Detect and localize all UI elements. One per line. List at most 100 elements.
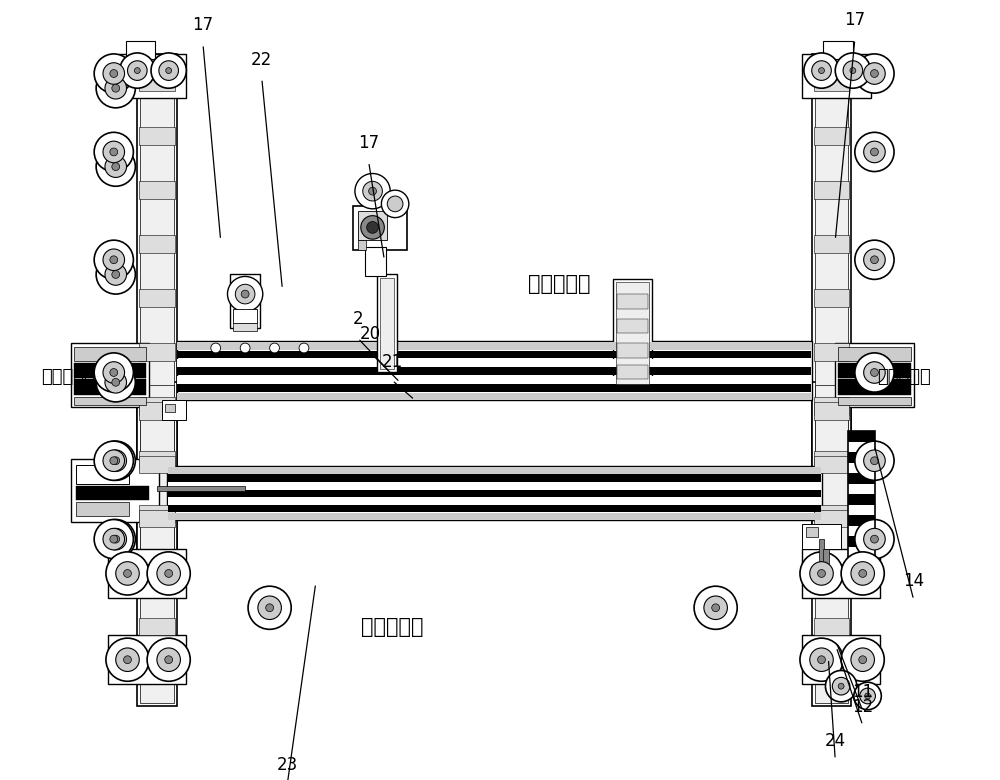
Bar: [139, 343, 175, 360]
Bar: [76, 502, 129, 516]
Circle shape: [871, 256, 878, 264]
Bar: [71, 343, 149, 407]
Bar: [118, 54, 186, 98]
Circle shape: [147, 638, 190, 681]
Bar: [74, 397, 146, 405]
Bar: [848, 431, 875, 441]
Text: 20: 20: [360, 325, 381, 343]
Circle shape: [859, 656, 867, 664]
Circle shape: [103, 528, 125, 550]
Circle shape: [810, 562, 833, 585]
Bar: [168, 490, 821, 497]
Circle shape: [367, 222, 378, 233]
Circle shape: [112, 163, 120, 171]
Bar: [230, 275, 260, 328]
Circle shape: [103, 62, 125, 84]
Bar: [167, 466, 822, 519]
Bar: [802, 549, 880, 598]
Bar: [802, 524, 841, 549]
Circle shape: [859, 569, 867, 577]
Circle shape: [124, 656, 131, 664]
Bar: [139, 236, 175, 253]
Bar: [177, 350, 811, 359]
Bar: [168, 498, 821, 505]
Bar: [74, 347, 146, 360]
Circle shape: [855, 54, 894, 93]
Circle shape: [116, 562, 139, 585]
Bar: [848, 547, 875, 558]
Bar: [823, 41, 853, 58]
Circle shape: [157, 648, 180, 672]
Circle shape: [363, 181, 382, 201]
Text: 14: 14: [903, 572, 924, 590]
Circle shape: [124, 569, 131, 577]
Circle shape: [810, 648, 833, 672]
Bar: [617, 343, 648, 358]
Bar: [848, 537, 875, 547]
Bar: [358, 211, 387, 240]
Circle shape: [94, 240, 133, 279]
Bar: [74, 379, 146, 395]
Bar: [814, 343, 849, 360]
Bar: [814, 564, 849, 581]
Bar: [139, 618, 175, 635]
Circle shape: [110, 69, 118, 77]
Circle shape: [694, 587, 737, 629]
Circle shape: [94, 133, 133, 172]
Bar: [168, 474, 821, 481]
Bar: [177, 384, 811, 392]
Circle shape: [299, 343, 309, 353]
Circle shape: [110, 535, 118, 543]
Circle shape: [110, 256, 118, 264]
Bar: [838, 347, 911, 360]
Bar: [814, 236, 849, 253]
Bar: [814, 618, 849, 635]
Circle shape: [106, 552, 149, 595]
Bar: [814, 73, 849, 91]
Bar: [814, 451, 849, 469]
Circle shape: [110, 148, 118, 156]
Circle shape: [864, 141, 885, 163]
Circle shape: [96, 255, 135, 294]
Text: 17: 17: [358, 134, 379, 152]
Bar: [848, 463, 875, 473]
Bar: [168, 482, 821, 489]
Circle shape: [235, 284, 255, 304]
Bar: [848, 473, 875, 484]
Circle shape: [855, 353, 894, 392]
Bar: [139, 451, 175, 469]
Circle shape: [800, 552, 843, 595]
Bar: [140, 385, 174, 703]
Bar: [139, 289, 175, 307]
Circle shape: [105, 77, 127, 99]
Bar: [165, 404, 175, 412]
Bar: [812, 54, 851, 583]
Circle shape: [800, 638, 843, 681]
Circle shape: [105, 156, 127, 177]
Circle shape: [103, 362, 125, 383]
Bar: [848, 452, 875, 463]
Bar: [137, 382, 177, 706]
Bar: [616, 282, 649, 385]
Circle shape: [120, 53, 155, 88]
Bar: [848, 495, 875, 505]
Bar: [812, 382, 851, 706]
Circle shape: [855, 519, 894, 558]
Text: 2: 2: [353, 310, 363, 328]
Circle shape: [871, 369, 878, 377]
Bar: [365, 247, 386, 276]
Circle shape: [112, 535, 120, 543]
Circle shape: [103, 249, 125, 271]
Bar: [126, 41, 155, 58]
Text: 22: 22: [251, 51, 272, 69]
Bar: [814, 402, 849, 420]
Bar: [802, 635, 880, 684]
Bar: [617, 294, 648, 309]
Circle shape: [854, 682, 881, 710]
Bar: [177, 342, 811, 350]
Circle shape: [832, 677, 850, 695]
Bar: [814, 456, 849, 473]
Circle shape: [103, 141, 125, 163]
Bar: [848, 558, 875, 568]
Circle shape: [387, 196, 403, 211]
